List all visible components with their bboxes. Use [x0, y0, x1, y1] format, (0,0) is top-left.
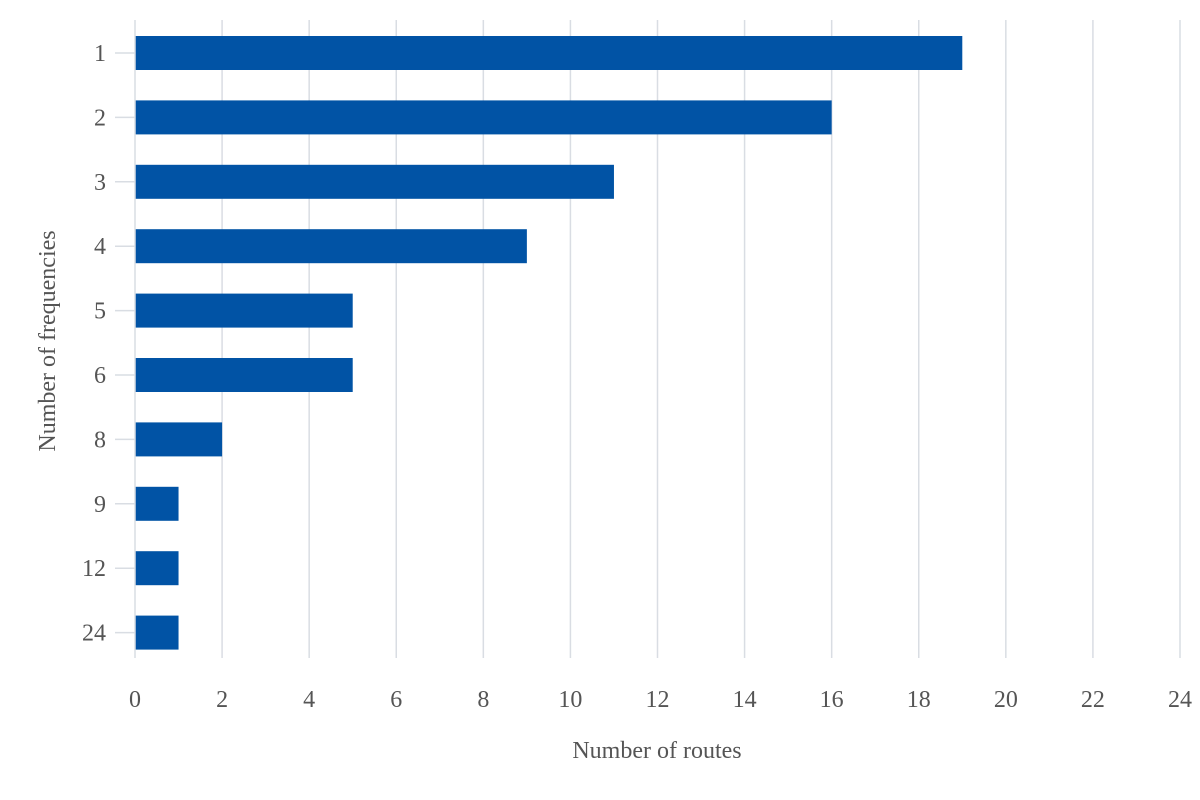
y-tick-label: 12: [82, 556, 106, 582]
bar: [135, 100, 832, 135]
bar: [135, 229, 527, 264]
x-tick-label: 14: [733, 687, 757, 713]
x-tick-label: 6: [390, 687, 402, 713]
y-tick-label: 6: [94, 363, 106, 389]
x-axis-title: Number of routes: [572, 738, 741, 764]
x-tick-label: 0: [129, 687, 141, 713]
bar: [135, 293, 353, 328]
bar: [135, 422, 223, 457]
y-tick-label: 5: [94, 299, 106, 325]
bar: [135, 358, 353, 392]
y-tick-label: 8: [94, 427, 106, 453]
x-tick-labels: 0 2 4 6 8 10 12 14 16 18 20 22 24: [129, 687, 1192, 713]
x-tick-label: 12: [646, 687, 670, 713]
axes: [115, 20, 1181, 658]
x-tick-label: 4: [303, 687, 315, 713]
y-tick-label: 3: [94, 170, 106, 196]
y-tick-label: 9: [94, 492, 106, 518]
x-tick-label: 18: [907, 687, 931, 713]
bar: [135, 486, 179, 521]
bar: [135, 164, 614, 199]
x-tick-label: 20: [994, 687, 1018, 713]
x-tick-label: 10: [558, 687, 582, 713]
x-tick-label: 2: [216, 687, 228, 713]
bar: [135, 36, 963, 70]
x-tick-label: 24: [1168, 687, 1192, 713]
y-axis-title: Number of frequencies: [35, 230, 61, 451]
y-tick-label: 2: [94, 105, 106, 131]
x-tick-label: 8: [477, 687, 489, 713]
x-tick-label: 22: [1081, 687, 1105, 713]
y-tick-label: 4: [94, 234, 106, 260]
y-tick-label: 24: [82, 621, 106, 647]
y-tick-label: 1: [94, 41, 106, 67]
bar: [135, 551, 179, 586]
bars: [135, 36, 963, 650]
bar: [135, 615, 179, 650]
x-tick-label: 16: [820, 687, 844, 713]
